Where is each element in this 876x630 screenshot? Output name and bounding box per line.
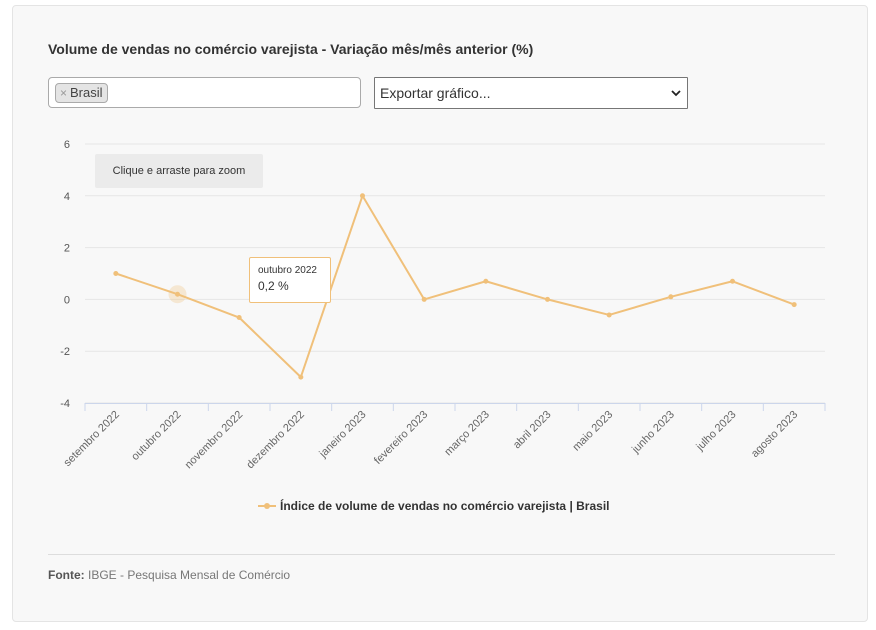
data-point[interactable] [236, 315, 242, 321]
data-point[interactable] [545, 296, 550, 302]
x-tick-label: abril 2023 [511, 409, 554, 452]
footer-divider [48, 554, 835, 555]
tooltip-value: 0,2 % [258, 279, 289, 293]
source-note: Fonte: IBGE - Pesquisa Mensal de Comérci… [48, 568, 290, 582]
y-tick-label: -4 [60, 398, 70, 410]
data-point[interactable] [175, 291, 180, 297]
data-point[interactable] [360, 193, 365, 199]
x-tick-label: agosto 2023 [749, 409, 800, 460]
x-tick-label: julho 2023 [694, 409, 739, 454]
chart-title: Volume de vendas no comércio varejista -… [48, 41, 534, 57]
tooltip-date: outubro 2022 [258, 265, 317, 276]
x-tick-label: outubro 2022 [129, 409, 183, 463]
remove-tag-icon[interactable]: × [60, 86, 68, 100]
x-tick-label: março 2023 [442, 409, 492, 459]
series-line[interactable] [115, 194, 795, 379]
chevron-down-icon [671, 90, 681, 97]
y-tick-label: -2 [60, 346, 70, 358]
chart-card: Volume de vendas no comércio varejista -… [12, 5, 868, 622]
x-tick-label: maio 2023 [570, 409, 615, 454]
data-point[interactable] [421, 296, 427, 302]
data-point[interactable] [668, 294, 674, 300]
source-label: Fonte: [48, 568, 85, 582]
y-tick-label: 6 [64, 139, 70, 151]
export-chart-select[interactable]: Exportar gráfico... [374, 77, 688, 109]
source-text: IBGE - Pesquisa Mensal de Comércio [88, 568, 291, 582]
data-point[interactable] [298, 374, 304, 380]
x-tick-label: setembro 2022 [62, 409, 122, 469]
y-tick-label: 0 [64, 294, 70, 306]
zoom-hint: Clique e arraste para zoom [95, 154, 263, 188]
data-point[interactable] [730, 278, 735, 284]
location-tag[interactable]: × Brasil [55, 83, 108, 103]
y-tick-label: 2 [64, 243, 70, 255]
chart-legend[interactable]: Índice de volume de vendas no comércio v… [258, 497, 609, 515]
x-tick-label: janeiro 2023 [317, 409, 369, 461]
location-filter-input[interactable]: × Brasil [48, 77, 361, 108]
x-tick-label: dezembro 2022 [244, 409, 307, 472]
x-tick-label: novembro 2022 [183, 409, 246, 472]
x-tick-label: fevereiro 2023 [372, 409, 430, 467]
legend-line-marker [258, 500, 276, 512]
data-point[interactable] [791, 302, 797, 308]
export-chart-selected: Exportar gráfico... [380, 85, 491, 101]
chart-tooltip: outubro 2022 0,2 % [249, 257, 331, 303]
data-point[interactable] [483, 278, 489, 284]
data-point[interactable] [113, 271, 119, 276]
y-tick-label: 4 [64, 191, 70, 203]
legend-label: Índice de volume de vendas no comércio v… [280, 499, 610, 513]
data-point[interactable] [606, 312, 612, 318]
x-tick-label: junho 2023 [629, 409, 677, 457]
location-tag-label: Brasil [70, 85, 103, 100]
